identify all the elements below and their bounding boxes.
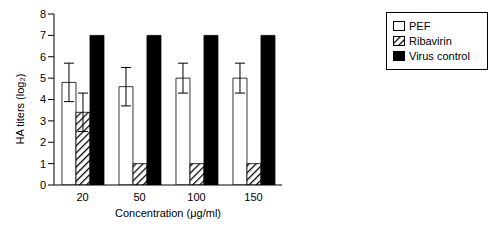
- svg-text:2: 2: [40, 136, 46, 148]
- svg-text:Concentration (μg/ml): Concentration (μg/ml): [115, 207, 221, 219]
- html-text:Ribavirin: Ribavirin: [409, 35, 452, 47]
- svg-text:150: 150: [244, 191, 262, 203]
- svg-text:5: 5: [40, 72, 46, 84]
- html-text:Virus control: Virus control: [409, 50, 470, 62]
- svg-text:3: 3: [40, 115, 46, 127]
- svg-text:8: 8: [40, 8, 46, 20]
- html-text:PEF: PEF: [409, 20, 431, 32]
- svg-text:7: 7: [40, 29, 46, 41]
- svg-text:HA titers (log₂): HA titers (log₂): [14, 74, 26, 145]
- svg-text:1: 1: [40, 158, 46, 170]
- svg-text:50: 50: [133, 191, 145, 203]
- svg-text:0: 0: [40, 179, 46, 191]
- svg-text:20: 20: [76, 191, 88, 203]
- svg-text:100: 100: [187, 191, 205, 203]
- svg-text:6: 6: [40, 51, 46, 63]
- svg-text:4: 4: [40, 93, 46, 105]
